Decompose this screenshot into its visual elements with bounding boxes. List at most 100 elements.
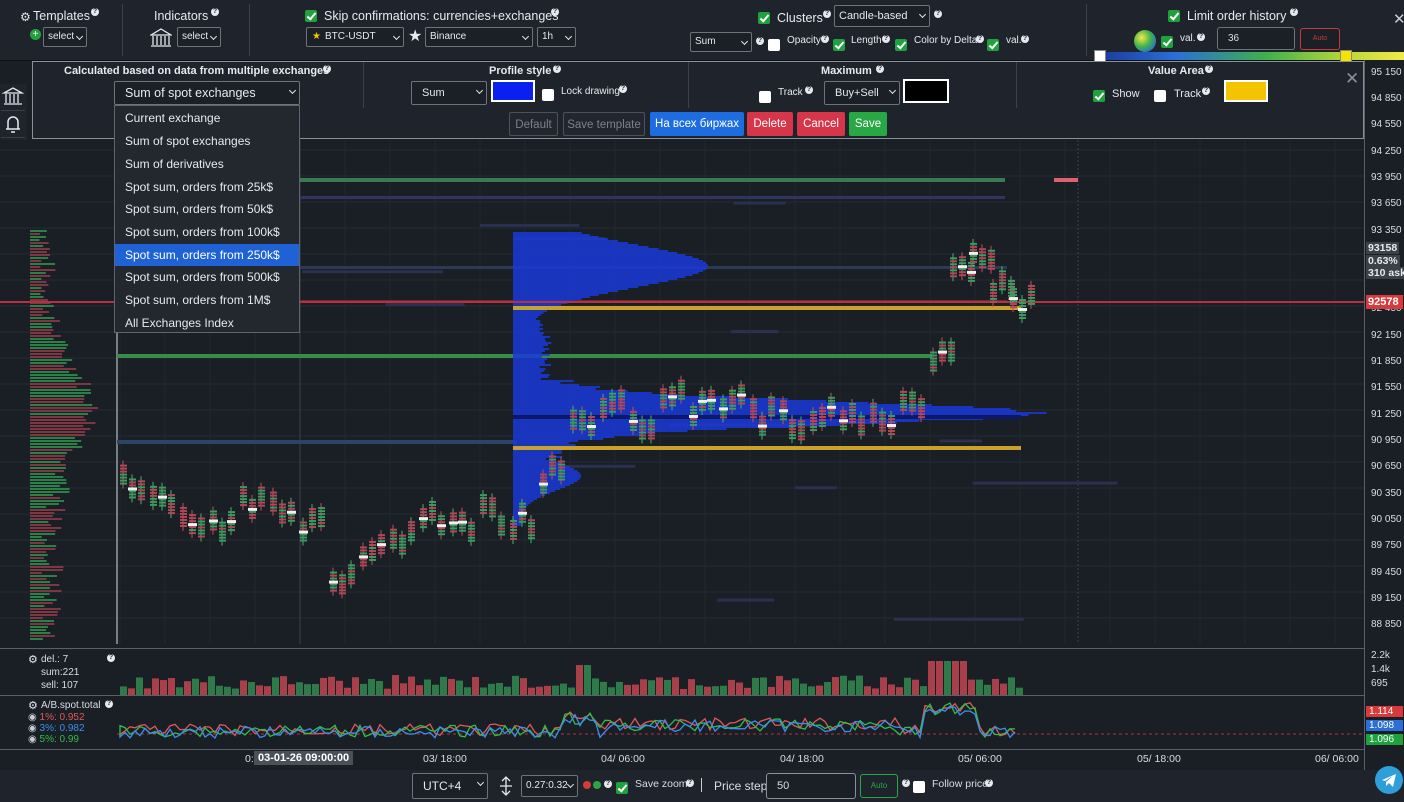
zoom-in-icon[interactable] <box>593 781 601 789</box>
help-icon[interactable]: ? <box>1197 33 1205 41</box>
save-zoom-checkbox[interactable] <box>616 782 628 794</box>
dropdown-option[interactable]: Sum of derivatives <box>125 157 224 171</box>
timezone-select[interactable]: UTC+4 <box>412 773 488 799</box>
close-icon[interactable]: ✕ <box>1393 11 1404 28</box>
eye-icon[interactable]: ◉ <box>28 723 37 734</box>
templates-select[interactable]: select <box>43 27 87 47</box>
gear-icon[interactable]: ⚙ <box>28 700 38 712</box>
telegram-button[interactable] <box>1375 766 1403 794</box>
clusters-mode-select[interactable]: Candle-based <box>834 5 930 27</box>
dropdown-option[interactable]: Spot sum, orders from 50k$ <box>125 202 274 216</box>
gear-icon[interactable]: ⚙ <box>28 654 38 666</box>
help-icon[interactable]: ? <box>1202 87 1210 95</box>
value-area-track-checkbox[interactable] <box>1154 90 1166 102</box>
length-checkbox[interactable] <box>833 39 845 51</box>
help-icon[interactable]: ? <box>553 65 561 73</box>
help-icon[interactable]: ? <box>107 654 115 662</box>
zoom-out-icon[interactable] <box>583 781 591 789</box>
dropdown-option[interactable]: Spot sum, orders from 1M$ <box>125 293 271 307</box>
skip-confirmations-checkbox[interactable] <box>305 10 317 22</box>
lock-drawing-checkbox[interactable] <box>542 89 554 101</box>
opacity-checkbox[interactable] <box>768 39 780 51</box>
value-area-show-checkbox[interactable] <box>1093 90 1105 102</box>
default-button[interactable]: Default <box>509 112 558 136</box>
help-icon[interactable]: ? <box>1021 35 1029 43</box>
limit-color-slider[interactable] <box>1100 52 1404 60</box>
help-icon[interactable]: ? <box>882 35 890 43</box>
zoom-vertical-icon[interactable] <box>498 776 514 796</box>
help-icon[interactable]: ? <box>902 779 910 787</box>
chart-canvas[interactable] <box>0 140 1364 644</box>
bank-icon[interactable] <box>150 28 172 48</box>
indicators-select[interactable]: select <box>177 27 221 47</box>
cancel-button[interactable]: Cancel <box>797 112 845 136</box>
help-icon[interactable]: ? <box>551 8 559 16</box>
profile-color-swatch[interactable] <box>491 80 535 102</box>
add-template-icon[interactable]: + <box>30 29 41 40</box>
help-icon[interactable]: ? <box>934 10 942 18</box>
timeframe-select[interactable]: 1h <box>537 27 576 47</box>
delete-button[interactable]: Delete <box>747 112 793 136</box>
close-panel-icon[interactable]: ✕ <box>1345 69 1360 88</box>
dropdown-option[interactable]: Sum of spot exchanges <box>125 134 251 148</box>
help-icon[interactable]: ? <box>756 37 764 45</box>
price-step-input[interactable]: 50 <box>766 773 856 799</box>
help-icon[interactable]: ? <box>105 700 113 708</box>
save-template-button[interactable]: Save template <box>563 112 645 136</box>
help-icon[interactable]: ? <box>805 86 813 94</box>
zoom-select[interactable]: 0.27:0.32 <box>521 775 578 797</box>
favorite-star-icon[interactable]: ★ <box>408 28 423 45</box>
val-checkbox[interactable] <box>987 39 999 51</box>
help-icon[interactable]: ? <box>976 35 984 43</box>
eye-icon[interactable]: ◉ <box>28 712 37 723</box>
save-button[interactable]: Save <box>849 112 887 136</box>
price-axis[interactable]: 95 150 94 850 94 550 94 250 93 950 93 65… <box>1364 60 1404 770</box>
tool-bank[interactable] <box>1 84 25 111</box>
dropdown-option[interactable]: Spot sum, orders from 25k$ <box>125 180 274 194</box>
time-axis[interactable]: 0: 03-01-26 09:00:00 03/ 18:00 04/ 06:00… <box>0 749 1364 771</box>
dropdown-option[interactable]: Spot sum, orders from 100k$ <box>125 225 280 239</box>
profile-style-select[interactable]: Sum <box>411 81 487 105</box>
dropdown-option-selected[interactable]: Spot sum, orders from 250k$ <box>115 244 299 266</box>
delta-panel[interactable]: ⚙ del.: 7 sum:221 sell: 107 ? <box>0 648 1364 695</box>
dropdown-option[interactable]: Spot sum, orders from 500k$ <box>125 270 280 284</box>
ab-spot-panel[interactable]: ⚙ A/B.spot.total ? ◉ 1%: 0.952 ◉ 3%: 0.9… <box>0 695 1364 750</box>
help-icon[interactable]: ? <box>823 10 831 18</box>
help-icon[interactable]: ? <box>876 65 884 73</box>
candle-cluster <box>258 504 265 507</box>
help-icon[interactable]: ? <box>211 8 219 16</box>
help-icon[interactable]: ? <box>323 65 331 73</box>
color-by-delta-checkbox[interactable] <box>895 39 907 51</box>
help-icon[interactable]: ? <box>1205 65 1213 73</box>
follow-price-checkbox[interactable] <box>913 781 925 793</box>
all-exchanges-button[interactable]: На всех биржах <box>650 112 744 136</box>
help-icon[interactable]: ? <box>985 779 993 787</box>
price-step-auto-button[interactable]: Auto <box>860 774 898 798</box>
limit-order-history-checkbox[interactable] <box>1168 10 1180 22</box>
ab-row-value: 0.982 <box>59 723 85 734</box>
gear-icon[interactable]: ⚙ <box>20 10 31 24</box>
limit-value-input[interactable]: 36 <box>1217 27 1295 50</box>
dropdown-option[interactable]: Current exchange <box>125 111 221 125</box>
value-area-color-swatch[interactable] <box>1224 80 1268 102</box>
help-icon[interactable]: ? <box>821 35 829 43</box>
dropdown-option[interactable]: All Exchanges Index <box>125 316 234 330</box>
help-icon[interactable]: ? <box>619 85 627 93</box>
calc-source-select[interactable]: Sum of spot exchanges <box>114 81 300 105</box>
color-palette-icon[interactable] <box>1134 30 1156 52</box>
help-icon[interactable]: ? <box>91 8 99 16</box>
clusters-sum-select[interactable]: Sum <box>690 32 752 52</box>
help-icon[interactable]: ? <box>686 779 694 787</box>
help-icon[interactable]: ? <box>1290 8 1298 16</box>
maximum-select[interactable]: Buy+Sell <box>824 81 900 105</box>
symbol-select[interactable]: ★ BTC-USDT <box>306 27 404 47</box>
maximum-color-swatch[interactable] <box>903 79 949 103</box>
limit-auto-button[interactable]: Auto <box>1300 28 1340 50</box>
help-icon[interactable]: ? <box>604 780 612 788</box>
maximum-track-checkbox[interactable] <box>759 91 771 103</box>
exchange-select[interactable]: Binance <box>425 27 533 47</box>
limit-val-checkbox[interactable] <box>1161 36 1173 48</box>
tool-alerts[interactable] <box>1 111 25 138</box>
eye-icon[interactable]: ◉ <box>28 734 37 745</box>
clusters-checkbox[interactable] <box>758 12 770 24</box>
